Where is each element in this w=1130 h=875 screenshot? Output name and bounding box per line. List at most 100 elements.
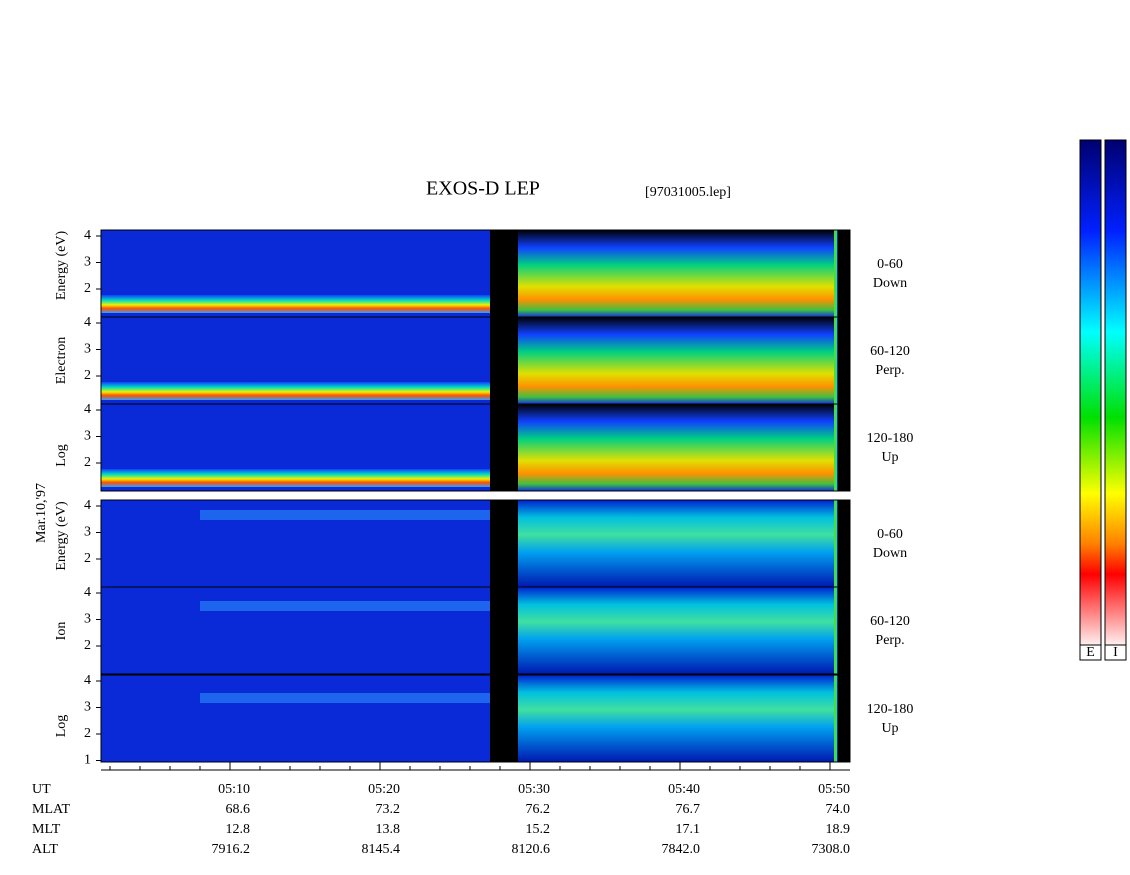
spectrogram-right <box>518 500 836 587</box>
data-gap <box>838 587 850 674</box>
y-tick-label: 4 <box>84 673 91 688</box>
axis-label: Ion <box>54 622 69 641</box>
spectrogram-right <box>518 587 836 674</box>
panel-frame <box>100 674 851 763</box>
y-tick-label: 4 <box>84 315 91 330</box>
data-gap <box>490 500 518 587</box>
y-tick-label: 3 <box>84 429 91 444</box>
spectrogram-right <box>518 230 836 317</box>
row-label: MLAT <box>32 802 71 817</box>
y-tick-label: 2 <box>84 281 91 296</box>
row-value: 18.9 <box>826 822 851 837</box>
row-value: 8120.6 <box>512 842 551 857</box>
colorbar-label-box <box>1104 644 1127 661</box>
y-tick-label: 2 <box>84 726 91 741</box>
data-gap <box>490 317 518 404</box>
y-tick-label: 1 <box>84 753 91 768</box>
spectrogram-band <box>101 469 490 487</box>
row-value: 7842.0 <box>662 842 701 857</box>
row-label: MLT <box>32 822 61 837</box>
spectrogram-band <box>101 382 490 400</box>
edge-line <box>834 587 837 674</box>
direction-label: Up <box>881 450 898 465</box>
y-tick-label: 4 <box>84 402 91 417</box>
range-label: 120-180 <box>867 431 914 446</box>
row-value: 05:30 <box>518 782 550 797</box>
y-tick-label: 2 <box>84 551 91 566</box>
spectrogram-right <box>518 317 836 404</box>
range-label: 0-60 <box>877 527 903 542</box>
colorbar-label-box <box>1079 644 1102 661</box>
data-gap <box>838 230 850 317</box>
row-value: 73.2 <box>376 802 401 817</box>
row-value: 17.1 <box>676 822 701 837</box>
data-gap <box>490 675 518 762</box>
colorbar-label: E <box>1086 645 1095 660</box>
data-gap <box>490 230 518 317</box>
edge-line <box>834 500 837 587</box>
row-value: 76.2 <box>526 802 551 817</box>
y-tick-label: 3 <box>84 612 91 627</box>
row-value: 68.6 <box>226 802 251 817</box>
row-label: ALT <box>32 842 58 857</box>
direction-label: Up <box>881 721 898 736</box>
range-label: 60-120 <box>870 344 910 359</box>
range-label: 60-120 <box>870 614 910 629</box>
edge-line <box>834 317 837 404</box>
spectrogram-streak <box>200 601 490 611</box>
colorbar <box>1079 139 1102 646</box>
data-gap <box>490 587 518 674</box>
title: EXOS-D LEP <box>426 178 540 200</box>
data-gap <box>838 317 850 404</box>
panel-frame <box>100 403 851 492</box>
spectrogram-right <box>518 675 836 762</box>
row-value: 12.8 <box>226 822 251 837</box>
data-gap <box>838 404 850 491</box>
row-value: 76.7 <box>676 802 701 817</box>
row-value: 05:50 <box>818 782 850 797</box>
y-tick-label: 4 <box>84 585 91 600</box>
spectrogram-streak <box>200 693 490 703</box>
edge-line <box>834 404 837 491</box>
edge-line <box>834 675 837 762</box>
axis-label: Electron <box>54 337 69 384</box>
direction-label: Down <box>873 276 907 291</box>
y-tick-label: 3 <box>84 700 91 715</box>
y-tick-label: 2 <box>84 455 91 470</box>
row-value: 7308.0 <box>812 842 851 857</box>
direction-label: Perp. <box>875 633 904 648</box>
range-label: 0-60 <box>877 257 903 272</box>
row-value: 05:10 <box>218 782 250 797</box>
date: Mar.10,'97 <box>34 483 49 543</box>
range-label: 120-180 <box>867 702 914 717</box>
axis-label: Log <box>54 444 69 467</box>
edge-line <box>834 230 837 317</box>
spectrogram-right <box>518 404 836 491</box>
axis-label: Log <box>54 715 69 738</box>
row-value: 74.0 <box>826 802 851 817</box>
direction-label: Perp. <box>875 363 904 378</box>
axis-label: Energy (eV) <box>54 231 69 301</box>
y-tick-label: 3 <box>84 342 91 357</box>
y-tick-label: 3 <box>84 255 91 270</box>
spectrogram-band <box>101 295 490 313</box>
direction-label: Down <box>873 546 907 561</box>
row-value: 05:40 <box>668 782 700 797</box>
y-tick-label: 3 <box>84 525 91 540</box>
panel-frame <box>100 586 851 675</box>
data-gap <box>838 500 850 587</box>
colorbar <box>1104 139 1127 646</box>
row-value: 05:20 <box>368 782 400 797</box>
row-value: 8145.4 <box>362 842 401 857</box>
row-value: 15.2 <box>526 822 551 837</box>
data-gap <box>838 675 850 762</box>
y-tick-label: 4 <box>84 228 91 243</box>
spectrogram-streak <box>200 510 490 520</box>
file-name: [97031005.lep] <box>645 185 731 200</box>
colorbar-label: I <box>1113 645 1118 660</box>
y-tick-label: 4 <box>84 498 91 513</box>
row-value: 13.8 <box>376 822 401 837</box>
data-gap <box>490 404 518 491</box>
